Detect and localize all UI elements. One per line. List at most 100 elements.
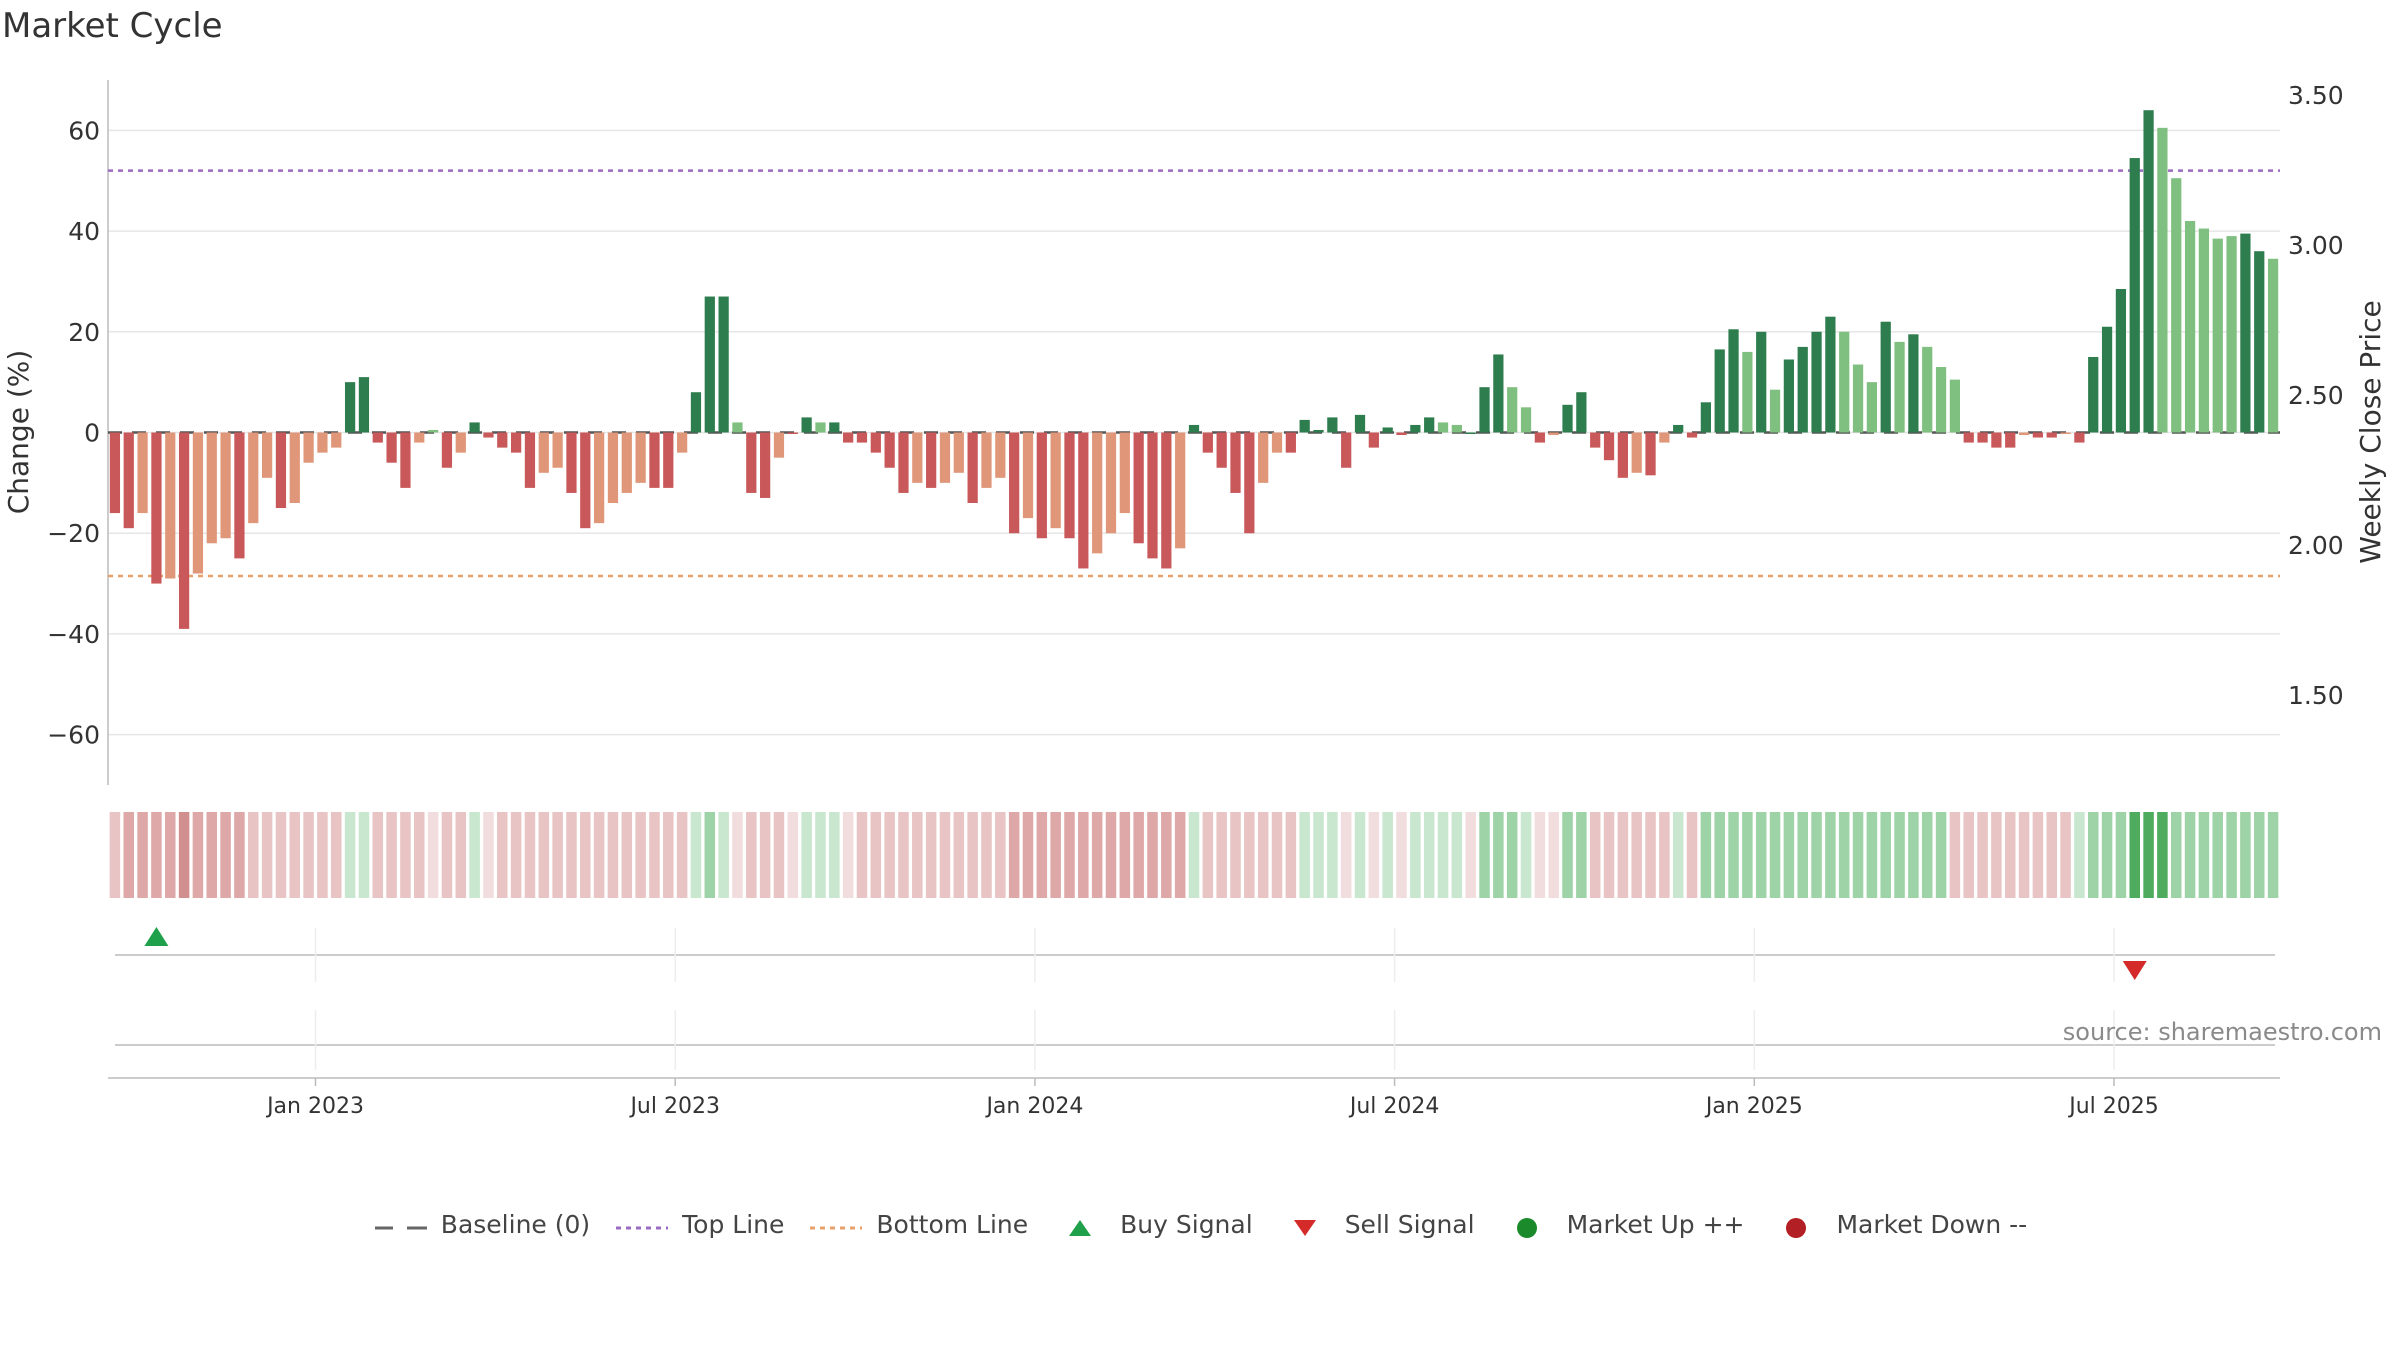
- bar: [1202, 432, 1213, 453]
- y-tick-label-right: 3.00: [2288, 231, 2344, 260]
- heat-cell: [1506, 812, 1518, 898]
- legend-item: Bottom Line: [808, 1210, 1028, 1239]
- y-tick-label-left: −60: [47, 721, 100, 750]
- bar: [566, 432, 577, 493]
- heat-cell: [2267, 812, 2279, 898]
- heat-cell: [538, 812, 550, 898]
- bar: [1576, 392, 1587, 433]
- bar: [2254, 251, 2265, 433]
- x-tick-label: Jan 2024: [984, 1094, 1083, 1119]
- heat-cell: [635, 812, 646, 898]
- circle-red-icon: [1768, 1215, 1824, 1238]
- bar: [165, 432, 176, 579]
- bar: [1977, 432, 1988, 443]
- bar: [483, 432, 494, 438]
- bar: [1479, 387, 1490, 433]
- heat-cell: [1230, 812, 1241, 898]
- heat-cell: [1880, 812, 1891, 898]
- bar: [1700, 402, 1711, 433]
- heat-cell: [1396, 812, 1407, 898]
- heat-cell: [497, 812, 508, 898]
- bar: [552, 432, 563, 468]
- legend-label: Market Up ++: [1566, 1210, 1745, 1239]
- heat-cell: [400, 812, 411, 898]
- heat-cell: [580, 812, 591, 898]
- heat-cell: [372, 812, 384, 898]
- bar: [178, 432, 190, 629]
- bar: [1285, 432, 1296, 453]
- heat-cell: [1078, 812, 1089, 898]
- heat-cell: [1423, 812, 1435, 898]
- legend-label: Top Line: [682, 1210, 785, 1239]
- heat-cell: [289, 812, 301, 898]
- heat-cell: [1285, 812, 1297, 898]
- heat-cell: [842, 812, 854, 898]
- heat-cell: [261, 812, 273, 898]
- bar: [801, 417, 812, 433]
- dot-orange-icon: [808, 1215, 864, 1235]
- bar: [1437, 422, 1449, 433]
- heat-cell: [801, 812, 812, 898]
- bar: [358, 377, 370, 433]
- heat-cell: [1174, 812, 1186, 898]
- heat-cell: [2198, 812, 2210, 898]
- bar: [1949, 379, 1961, 433]
- bar: [2267, 258, 2279, 433]
- y-tick-label-right: 2.50: [2288, 381, 2344, 410]
- heat-cell: [1327, 812, 1338, 898]
- bar: [2046, 432, 2057, 438]
- bar: [884, 432, 895, 468]
- legend-label: Buy Signal: [1120, 1210, 1253, 1239]
- heat-cell: [1617, 812, 1629, 898]
- x-axis-ticks: Jan 2023 Jul 2023 Jan 2024 Jul 2024 Jan 2025…: [108, 1077, 2280, 1119]
- bar: [1935, 367, 1947, 433]
- bar: [2088, 356, 2099, 433]
- heat-cell: [2157, 812, 2168, 898]
- bar: [220, 432, 231, 539]
- heat-cell: [1202, 812, 1214, 898]
- heat-cell: [2212, 812, 2224, 898]
- heat-cell: [1340, 812, 1352, 898]
- bar: [1631, 432, 1642, 473]
- bar: [926, 432, 937, 488]
- legend-item: Baseline (0): [373, 1210, 590, 1239]
- heat-cell: [1963, 812, 1974, 898]
- bar: [1645, 432, 1656, 476]
- heat-cell: [552, 812, 563, 898]
- bar: [635, 432, 646, 483]
- buy-signal-marker: [144, 927, 169, 946]
- bar: [773, 432, 785, 458]
- heat-cell: [1382, 812, 1393, 898]
- bar: [192, 432, 204, 574]
- heat-cell: [1991, 812, 2002, 898]
- bar: [1341, 432, 1352, 468]
- y-tick-label-left: 40: [68, 217, 100, 246]
- heat-cell: [1589, 812, 1601, 898]
- bar: [815, 422, 826, 433]
- heat-cell: [981, 812, 992, 898]
- bar: [1880, 321, 1891, 433]
- heat-cell: [2184, 812, 2196, 898]
- bar: [898, 432, 909, 493]
- heat-cell: [164, 812, 176, 898]
- heat-cell: [1838, 812, 1850, 898]
- heat-cell: [621, 812, 633, 898]
- heat-cell: [593, 812, 605, 898]
- bar: [787, 432, 798, 434]
- bar: [1617, 432, 1628, 478]
- heat-cell: [2087, 812, 2099, 898]
- heat-cell: [1147, 812, 1158, 898]
- bar: [414, 432, 425, 443]
- heat-cell: [192, 812, 204, 898]
- y-tick-label-left: −20: [47, 519, 100, 548]
- heat-cell: [967, 812, 978, 898]
- heat-cell: [1576, 812, 1587, 898]
- bar: [1783, 359, 1794, 433]
- bar: [2171, 178, 2182, 433]
- legend-label: Baseline (0): [440, 1210, 591, 1239]
- legend-item: Buy Signal: [1052, 1210, 1253, 1239]
- bar: [2101, 326, 2113, 433]
- heat-cell: [856, 812, 868, 898]
- legend-label: Sell Signal: [1344, 1210, 1475, 1239]
- bar: [1908, 334, 1919, 433]
